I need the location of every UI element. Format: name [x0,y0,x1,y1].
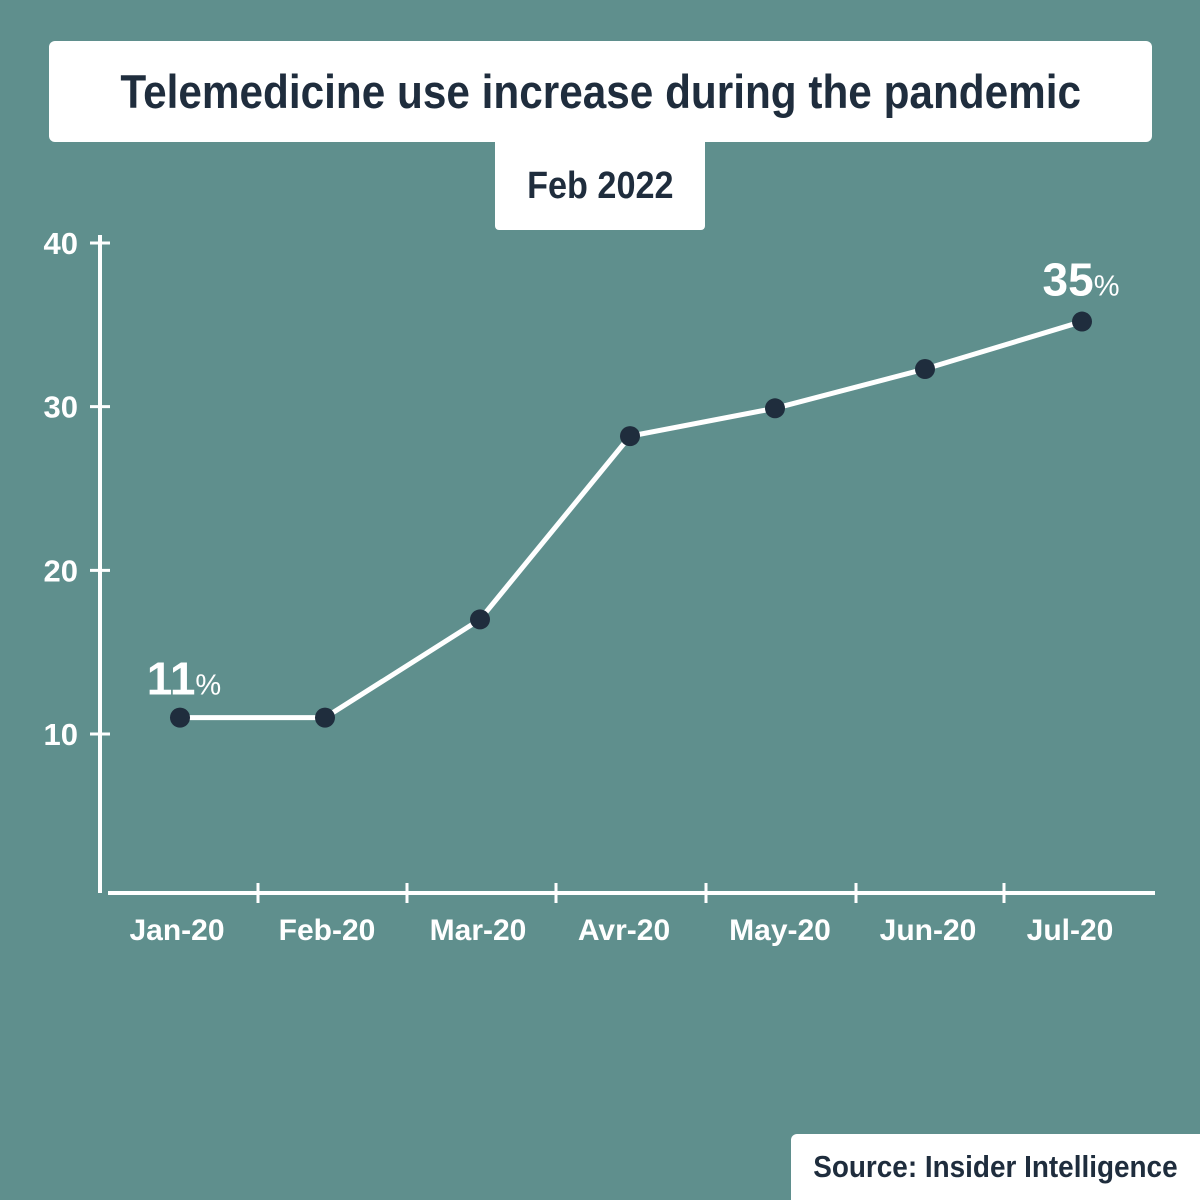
x-tick-label: Mar-20 [430,914,527,947]
chart-subtitle: Feb 2022 [526,164,674,207]
data-label: 35% [1043,254,1120,306]
x-tick-label: Avr-20 [578,914,670,947]
source-box: Source: Insider Intelligence [791,1134,1200,1200]
y-tick-label: 10 [44,717,78,752]
y-tick-label: 30 [44,390,78,425]
data-point [915,359,935,380]
source-text: Source: Insider Intelligence [813,1149,1178,1184]
data-point [315,707,335,728]
chart-title: Telemedicine use increase during the pan… [120,65,1081,118]
data-point [1072,311,1092,332]
data-point [765,398,785,419]
data-label: 11% [147,653,221,705]
x-tick-label: Jun-20 [880,914,977,947]
x-tick-label: Jul-20 [1027,914,1114,947]
y-tick-label: 40 [44,226,78,261]
data-point [620,426,640,447]
x-tick-label: May-20 [729,914,831,947]
chart-title-box: Telemedicine use increase during the pan… [49,41,1152,142]
data-point [170,707,190,728]
y-tick-label: 20 [44,553,78,588]
data-point [470,609,490,630]
chart-subtitle-box: Feb 2022 [495,142,705,230]
series-line [180,319,1083,721]
x-tick-label: Feb-20 [279,914,376,947]
x-tick-label: Jan-20 [129,914,224,947]
